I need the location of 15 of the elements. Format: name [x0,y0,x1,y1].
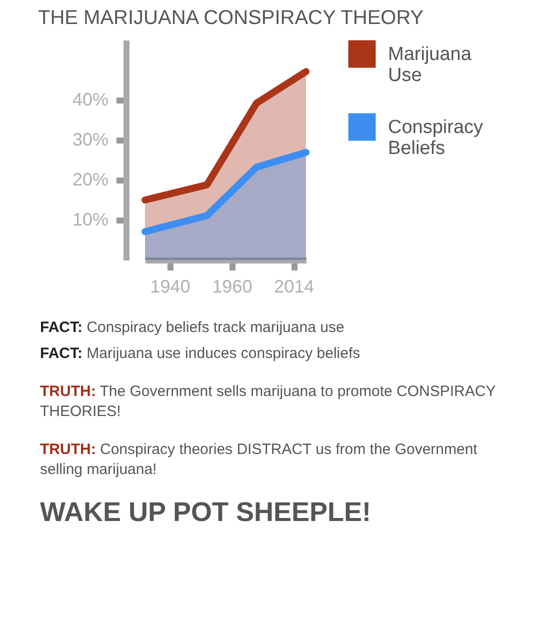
chart-title: THE MARIJUANA CONSPIRACY THEORY [38,7,424,29]
y-tick-label: 30% [72,130,108,150]
text: TRUTH: Conspiracy theories DISTRACT us from the Government selling marijuana! [40,440,478,480]
x-tick-label: 1940 [150,276,190,296]
text: TRUTH: The Government sells marijuana to promote CONSPIRACY THEORIES! [40,382,496,422]
x-tick-label: 1960 [212,276,252,296]
y-tick-label: 40% [72,90,108,110]
x-tick-label: 2014 [274,276,314,296]
legend-label: Marijuana Use [388,44,472,86]
y-tick-label: 20% [72,170,108,190]
text: WAKE UP POT SHEEPLE! [40,497,372,527]
legend-label: Conspiracy Beliefs [388,117,484,159]
y-tick-label: 10% [72,210,108,230]
text: FACT: Conspiracy beliefs track marijuana use [40,318,346,338]
text: FACT: Marijuana use induces conspiracy beliefs [40,344,362,364]
